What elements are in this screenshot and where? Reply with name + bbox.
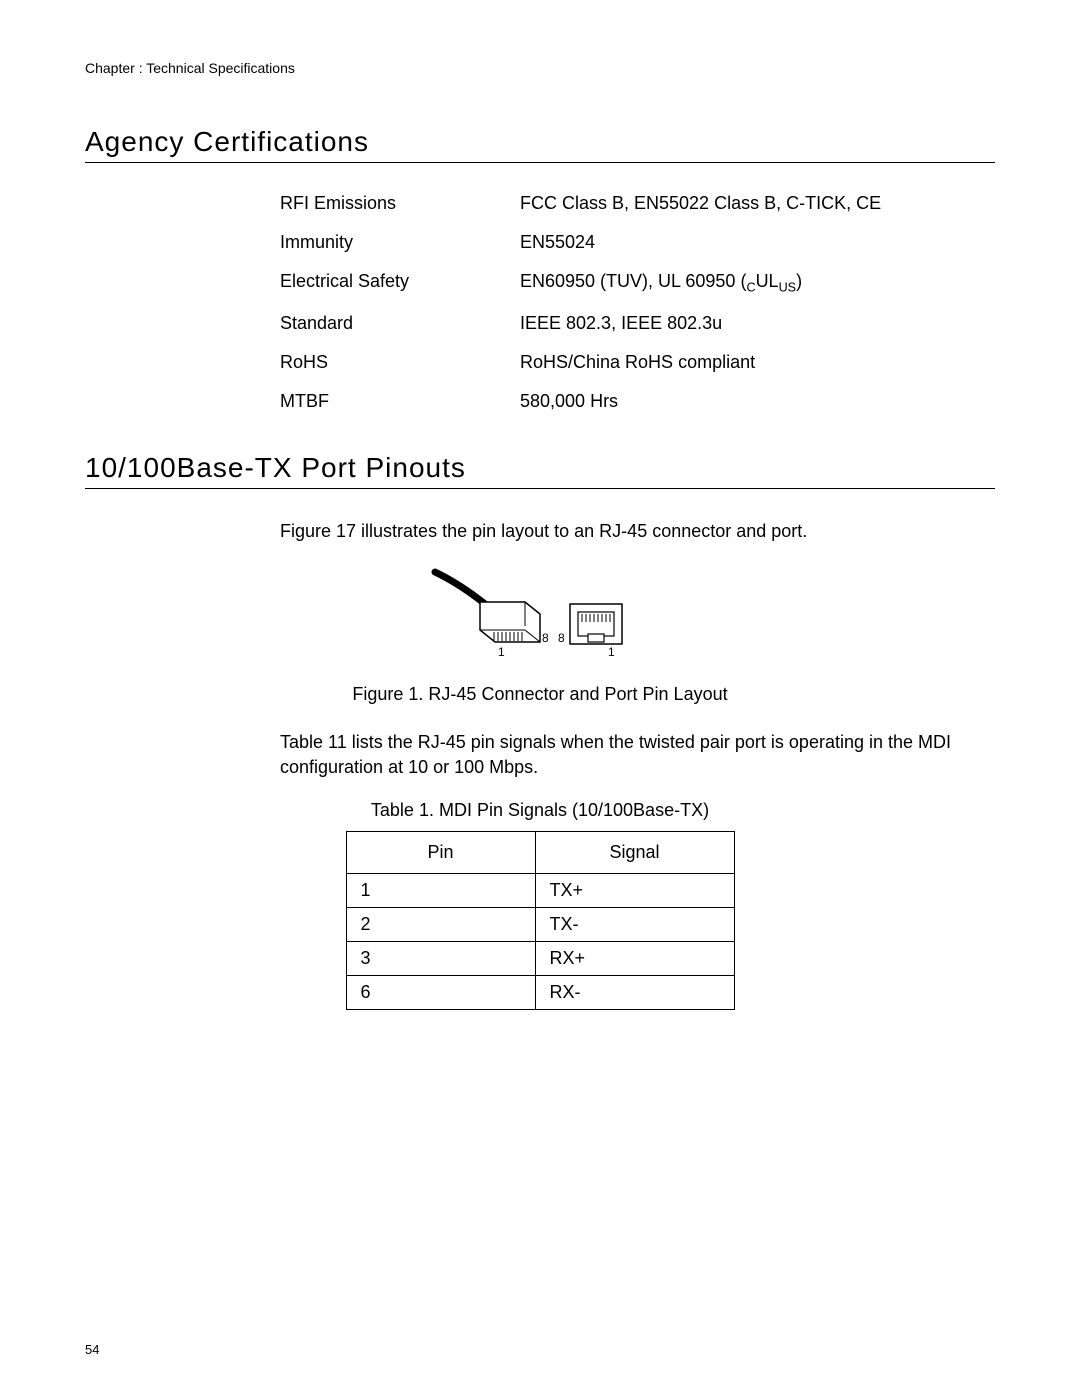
spec-row: Standard IEEE 802.3, IEEE 802.3u: [280, 313, 995, 334]
pin-label-8b: 8: [558, 631, 565, 645]
table-header-pin: Pin: [346, 832, 535, 874]
spec-value: EN60950 (TUV), UL 60950 (CULUS): [520, 271, 995, 295]
pinouts-intro: Figure 17 illustrates the pin layout to …: [280, 519, 995, 544]
pin-label-8: 8: [542, 631, 549, 645]
table-cell: 3: [346, 942, 535, 976]
spec-value: FCC Class B, EN55022 Class B, C-TICK, CE: [520, 193, 995, 214]
spec-row: RFI Emissions FCC Class B, EN55022 Class…: [280, 193, 995, 214]
table-header-row: Pin Signal: [346, 832, 734, 874]
spec-label: RFI Emissions: [280, 193, 520, 214]
spec-label: RoHS: [280, 352, 520, 373]
table-row: 6 RX-: [346, 976, 734, 1010]
table-cell: TX+: [535, 874, 734, 908]
rj45-connector-icon: 1 8 8 1: [430, 564, 650, 664]
spec-label: Standard: [280, 313, 520, 334]
spec-value: EN55024: [520, 232, 995, 253]
table-cell: TX-: [535, 908, 734, 942]
section-title-pinouts: 10/100Base-TX Port Pinouts: [85, 452, 995, 489]
spec-label: Electrical Safety: [280, 271, 520, 295]
table-row: 3 RX+: [346, 942, 734, 976]
pin-signal-table: Pin Signal 1 TX+ 2 TX- 3 RX+ 6 RX-: [346, 831, 735, 1010]
table-intro: Table 11 lists the RJ-45 pin signals whe…: [280, 730, 995, 780]
table-header-signal: Signal: [535, 832, 734, 874]
table-cell: 2: [346, 908, 535, 942]
spec-label: MTBF: [280, 391, 520, 412]
spec-label: Immunity: [280, 232, 520, 253]
spec-table: RFI Emissions FCC Class B, EN55022 Class…: [280, 193, 995, 412]
spec-value: IEEE 802.3, IEEE 802.3u: [520, 313, 995, 334]
table-row: 2 TX-: [346, 908, 734, 942]
section-title-agency: Agency Certifications: [85, 126, 995, 163]
spec-row: MTBF 580,000 Hrs: [280, 391, 995, 412]
table-cell: RX+: [535, 942, 734, 976]
spec-value: 580,000 Hrs: [520, 391, 995, 412]
table-cell: 1: [346, 874, 535, 908]
table-row: 1 TX+: [346, 874, 734, 908]
table-cell: 6: [346, 976, 535, 1010]
spec-row: Electrical Safety EN60950 (TUV), UL 6095…: [280, 271, 995, 295]
chapter-header: Chapter : Technical Specifications: [85, 60, 995, 76]
spec-row: Immunity EN55024: [280, 232, 995, 253]
spec-row: RoHS RoHS/China RoHS compliant: [280, 352, 995, 373]
table-caption: Table 1. MDI Pin Signals (10/100Base-TX): [85, 800, 995, 821]
figure-caption: Figure 1. RJ-45 Connector and Port Pin L…: [85, 684, 995, 705]
pin-label-1: 1: [498, 645, 505, 659]
spec-value: RoHS/China RoHS compliant: [520, 352, 995, 373]
table-cell: RX-: [535, 976, 734, 1010]
pin-label-1b: 1: [608, 645, 615, 659]
page-number: 54: [85, 1342, 99, 1357]
rj45-figure: 1 8 8 1: [85, 564, 995, 664]
